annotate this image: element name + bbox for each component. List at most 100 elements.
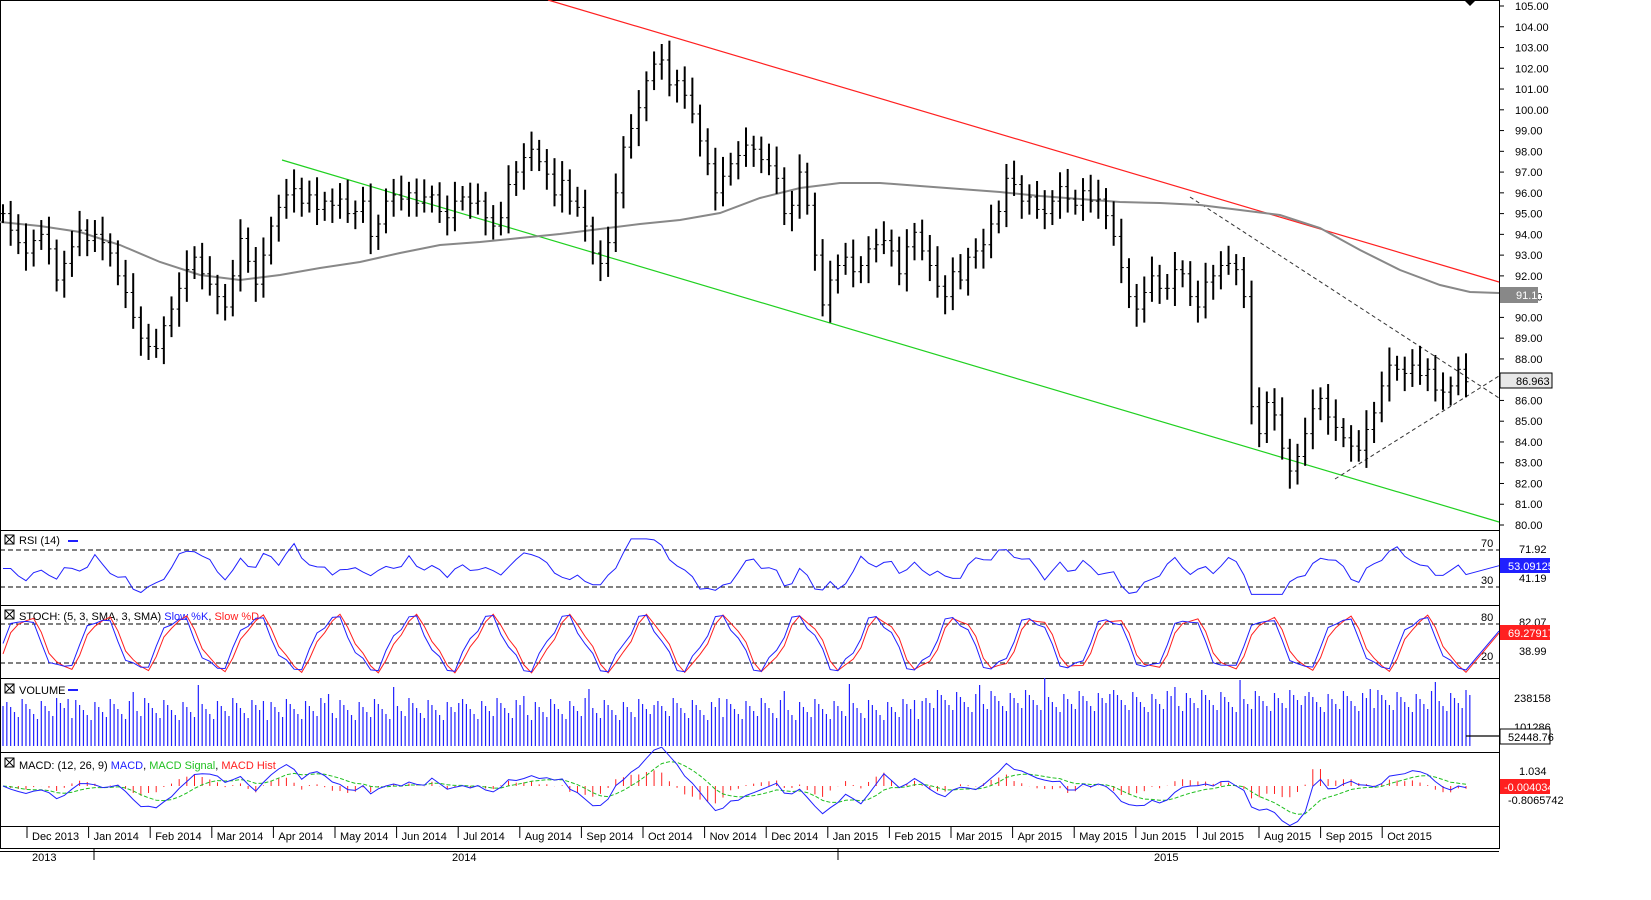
macd-value-box	[1500, 779, 1550, 794]
stoch-level-80-label: 80	[1481, 612, 1493, 624]
stoch-level-20-label: 20	[1481, 651, 1493, 663]
month-label: Feb 2014	[155, 831, 201, 843]
month-label: Aug 2015	[1264, 831, 1311, 843]
month-label: Apr 2014	[278, 831, 323, 843]
price-tick-label: 97.00	[1515, 167, 1543, 179]
stoch-panel: STOCH: (5, 3, SMA, 3, SMA) Slow %K, Slow…	[0, 609, 1554, 674]
stoch-slow-k-line	[2, 614, 1500, 673]
price-tick-label: 89.00	[1515, 333, 1543, 345]
year-label: 2015	[1154, 852, 1178, 864]
price-tick-label: 104.00	[1515, 22, 1549, 34]
month-label: Feb 2015	[894, 831, 940, 843]
volume-close-cross	[4, 683, 15, 694]
month-label: Dec 2013	[32, 831, 79, 843]
rsi-value: 53.09125	[1508, 561, 1554, 573]
rsi-label: RSI (14)	[19, 535, 60, 547]
price-tick-label: 98.00	[1515, 146, 1543, 158]
month-label: May 2015	[1079, 831, 1127, 843]
price-tick-label: 84.00	[1515, 437, 1543, 449]
price-y-axis: 105.00 104.00 103.00 102.00 101.00 100.00 99.0…	[1499, 1, 1549, 532]
upper-channel-line	[547, 0, 1500, 283]
macd-line	[2, 746, 1467, 827]
month-label: Aug 2014	[525, 831, 572, 843]
price-tick-label: 102.00	[1515, 63, 1549, 75]
year-label: 2013	[32, 852, 56, 864]
macd-close-cross	[4, 757, 15, 768]
rsi-close-cross	[4, 534, 15, 545]
price-tick-label: 95.00	[1515, 209, 1543, 221]
macd-tick-2: -0.8065742	[1508, 795, 1564, 807]
x-axis: Dec 2013 Jan 2014 Feb 2014 Mar 2014 Apr 2014…	[26, 827, 1432, 864]
volume-label: VOLUME	[19, 685, 65, 697]
month-label: Mar 2014	[217, 831, 263, 843]
month-label: Mar 2015	[956, 831, 1002, 843]
lower-channel-line	[281, 159, 1500, 523]
sma-value-box	[1500, 287, 1538, 303]
month-label: Dec 2014	[771, 831, 818, 843]
price-tick-label: 88.00	[1515, 354, 1543, 366]
month-label: Jul 2014	[463, 831, 505, 843]
macd-panel: MACD: (12, 26, 9) MACD, MACD Signal, MAC…	[2, 746, 1564, 827]
price-tick-label: 86.00	[1515, 395, 1543, 407]
stoch-label: STOCH: (5, 3, SMA, 3, SMA) Slow %K, Slow…	[19, 611, 259, 623]
price-tick-label: 105.00	[1515, 1, 1549, 13]
macd-signal-line	[2, 761, 1467, 815]
month-label: Sep 2015	[1326, 831, 1373, 843]
price-tick-label: 101.00	[1515, 84, 1549, 96]
price-tick-label: 92.00	[1515, 271, 1543, 283]
macd-label: MACD: (12, 26, 9) MACD, MACD Signal, MAC…	[19, 760, 276, 772]
price-tick-label: 93.00	[1515, 250, 1543, 262]
rsi-value-box	[1500, 558, 1550, 573]
macd-value: -0.0040349	[1504, 782, 1560, 794]
stoch-tick-2: 38.99	[1519, 646, 1547, 658]
year-label: 2014	[452, 852, 476, 864]
stoch-value-box	[1500, 625, 1550, 640]
last-price-value: 86.963	[1516, 376, 1550, 388]
volume-tick: 238158	[1514, 693, 1551, 705]
volume-panel: VOLUME 238158 101286 52448.76	[2, 678, 1554, 746]
month-label: Jan 2014	[94, 831, 139, 843]
rsi-line	[3, 538, 1500, 595]
rsi-tick: 71.92	[1519, 544, 1547, 556]
price-tick-label: 103.00	[1515, 43, 1549, 55]
price-tick-label: 83.00	[1515, 458, 1543, 470]
price-tick-label: 81.00	[1515, 499, 1543, 511]
month-label: Sep 2014	[586, 831, 633, 843]
month-label: Oct 2014	[648, 831, 693, 843]
rsi-tick-2: 41.19	[1519, 573, 1547, 585]
sma-value: 91.127	[1516, 290, 1550, 302]
panel-frames	[0, 0, 1500, 852]
price-tick-label: 99.00	[1515, 126, 1543, 138]
triangle-upper-line	[1189, 196, 1500, 399]
macd-tick: 1.034	[1519, 766, 1547, 778]
price-bars	[0, 40, 1469, 489]
top-marker	[1464, 0, 1476, 6]
month-label: Nov 2014	[710, 831, 757, 843]
price-tick-label: 90.00	[1515, 312, 1543, 324]
rsi-panel: RSI (14) 70 30 71.92 41.19 53.09125	[0, 534, 1554, 595]
month-label: Apr 2015	[1018, 831, 1063, 843]
month-label: Jan 2015	[833, 831, 878, 843]
volume-value-box	[1499, 728, 1551, 745]
price-tick-label: 85.00	[1515, 416, 1543, 428]
price-panel: 105.00 104.00 103.00 102.00 101.00 100.00 99.0…	[0, 0, 1553, 532]
volume-bars	[2, 678, 1499, 746]
volume-value: 52448.76	[1508, 732, 1554, 744]
triangle-lower-line	[1334, 375, 1500, 480]
price-tick-label: 96.00	[1515, 188, 1543, 200]
price-tick-label: 82.00	[1515, 478, 1543, 490]
month-label: Oct 2015	[1387, 831, 1432, 843]
sma-line	[0, 182, 1500, 294]
rsi-level-70-label: 70	[1481, 538, 1493, 550]
stoch-close-cross	[4, 609, 15, 620]
month-label: May 2014	[340, 831, 388, 843]
month-label: Jun 2014	[402, 831, 447, 843]
month-label: Jun 2015	[1141, 831, 1186, 843]
rsi-level-30-label: 30	[1481, 575, 1493, 587]
month-label: Jul 2015	[1202, 831, 1244, 843]
last-price-box	[1499, 372, 1553, 389]
price-tick-label: 94.00	[1515, 229, 1543, 241]
price-tick-label: 80.00	[1515, 520, 1543, 532]
macd-histogram	[10, 769, 1467, 804]
